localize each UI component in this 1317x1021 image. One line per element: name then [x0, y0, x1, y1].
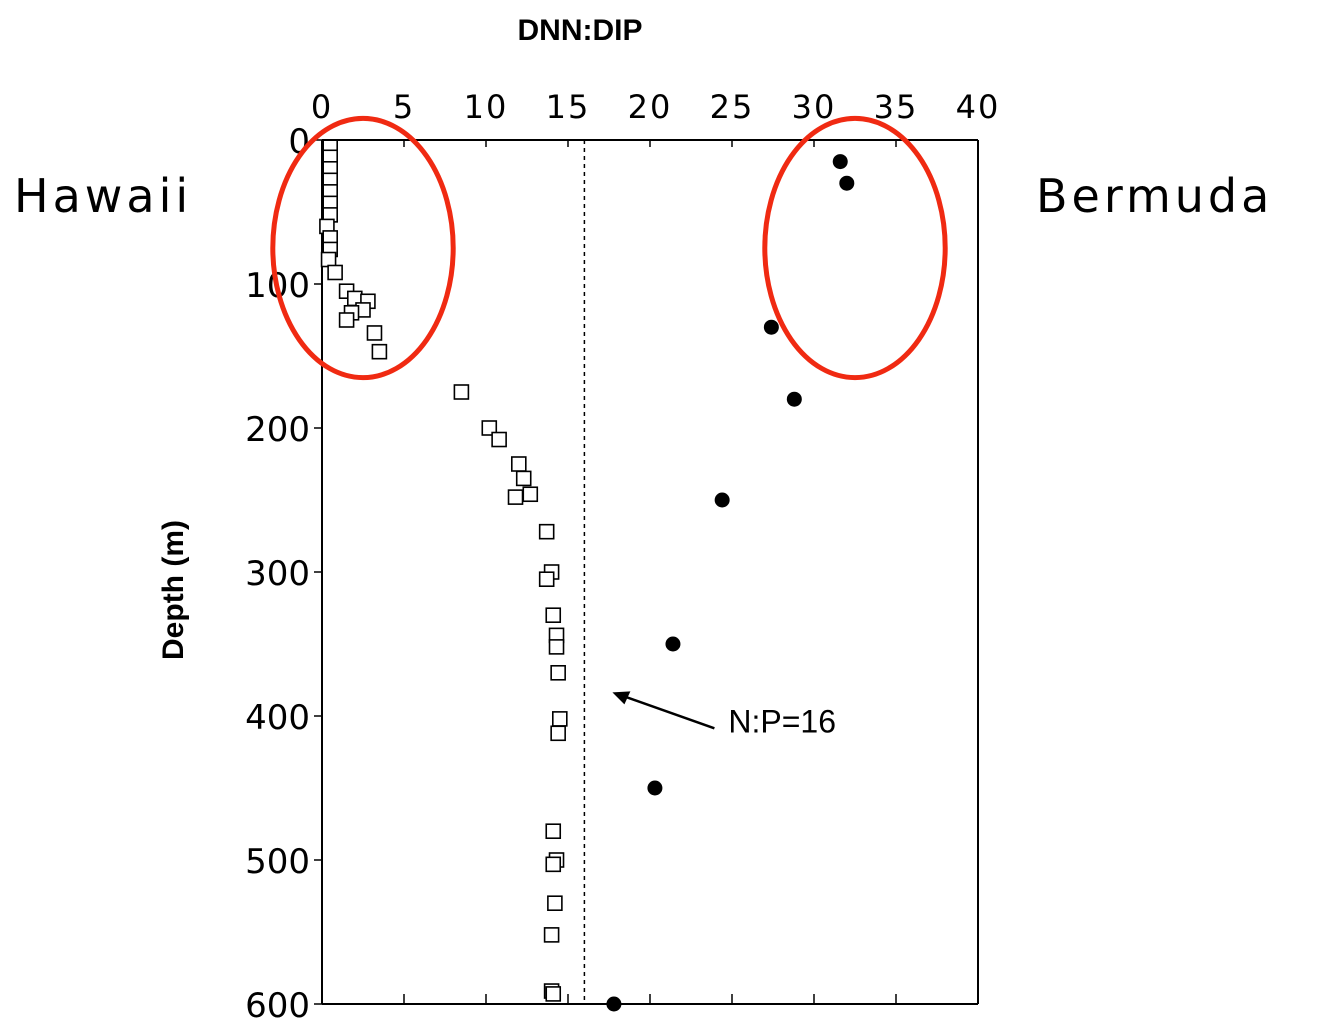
- hawaii-point: [327, 264, 343, 281]
- bermuda-point: [832, 154, 848, 170]
- annotation-arrow-line: [617, 693, 715, 730]
- x-tick-label: 35: [874, 88, 919, 126]
- bermuda-point: [606, 996, 622, 1012]
- x-tick-label: 30: [792, 88, 837, 126]
- hawaii-point: [545, 607, 562, 624]
- x-tick-label: 10: [464, 88, 509, 126]
- x-axis-title: DNN:DIP: [518, 14, 643, 47]
- hawaii-point: [538, 523, 555, 540]
- hawaii-point: [371, 343, 388, 360]
- x-tick-label: 25: [710, 88, 755, 126]
- bermuda-label: Bermuda: [1036, 169, 1273, 223]
- hawaii-point: [545, 986, 562, 1002]
- hawaii-point: [550, 725, 566, 742]
- hawaii-point: [507, 489, 524, 505]
- hawaii-highlight-ellipse: [270, 115, 456, 381]
- y-tick-label: 200: [245, 410, 310, 450]
- bermuda-highlight-ellipse: [762, 115, 948, 381]
- hawaii-point: [550, 664, 566, 681]
- y-tick-label: 300: [245, 554, 310, 594]
- hawaii-point: [338, 312, 355, 328]
- bermuda-point: [665, 636, 681, 652]
- hawaii-point: [491, 431, 507, 448]
- x-tick-label: 0: [311, 88, 333, 126]
- y-tick-label: 600: [245, 986, 310, 1021]
- bermuda-point: [839, 175, 855, 191]
- bermuda-point: [786, 391, 802, 407]
- hawaii-point: [515, 470, 532, 487]
- y-axis-title: Depth (m): [157, 520, 190, 660]
- bermuda-point: [763, 319, 779, 335]
- hawaii-point: [510, 456, 527, 472]
- bermuda-point: [714, 492, 730, 508]
- hawaii-point: [366, 325, 383, 341]
- x-tick-label: 20: [628, 88, 673, 126]
- hawaii-point: [545, 823, 562, 840]
- hawaii-point: [548, 639, 565, 655]
- hawaii-point: [538, 571, 555, 588]
- hawaii-point: [522, 486, 539, 503]
- hawaii-point: [481, 420, 498, 436]
- annotation-label: N:P=16: [728, 703, 836, 739]
- y-tick-label: 500: [245, 842, 310, 882]
- hawaii-point: [545, 856, 562, 873]
- hawaii-point: [320, 251, 337, 268]
- plot-area: 0 5 10 15 20 25 30 35 400100200300400500600N:P=1…: [245, 88, 1001, 1021]
- x-tick-label: 5: [393, 88, 415, 126]
- hawaii-label: Hawaii: [14, 169, 192, 223]
- hawaii-point: [547, 895, 563, 912]
- x-tick-label: 40: [956, 88, 1001, 126]
- hawaii-point: [543, 927, 560, 943]
- bermuda-point: [647, 780, 663, 796]
- hawaii-point: [551, 711, 568, 727]
- y-tick-label: 400: [245, 698, 310, 738]
- x-tick-label: 15: [546, 88, 591, 126]
- hawaii-point: [453, 384, 470, 400]
- annotation-arrowhead: [612, 691, 631, 705]
